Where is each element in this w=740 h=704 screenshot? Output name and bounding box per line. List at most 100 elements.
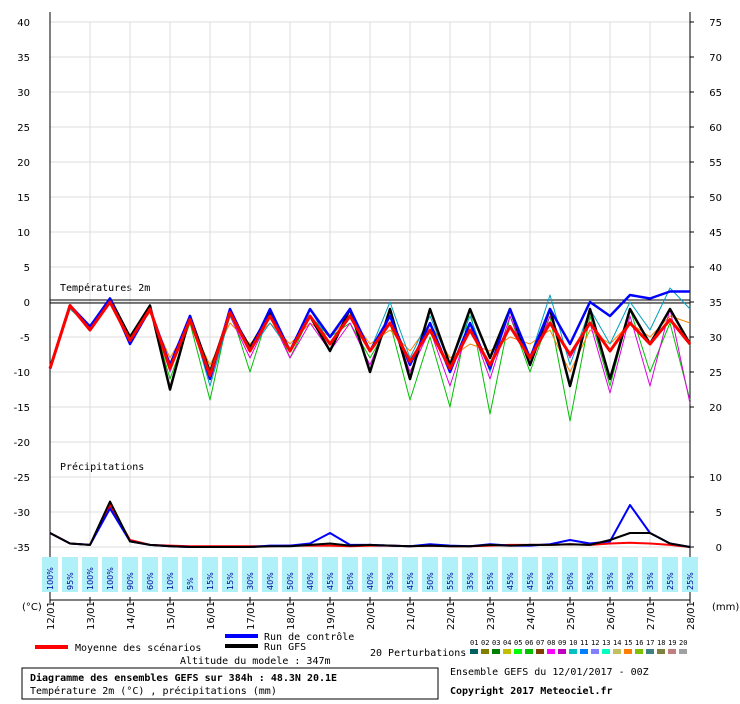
y2-tick-label: 50 [709, 193, 722, 204]
member-label: 03 [492, 639, 500, 647]
legend-label: Run GFS [264, 642, 306, 653]
member-label: 08 [547, 639, 555, 647]
probability-box [342, 557, 358, 592]
y-tick-label: 15 [17, 193, 30, 204]
probability-label: 10% [166, 572, 175, 590]
x-tick-label: 16/01 [206, 601, 217, 630]
probability-box [262, 557, 278, 592]
y-tick-label: 20 [17, 158, 30, 169]
probability-box [422, 557, 438, 592]
probability-box [302, 557, 318, 592]
member-swatch [503, 649, 511, 654]
x-tick-label: 15/01 [166, 601, 177, 630]
probability-label: 50% [426, 572, 435, 590]
member-label: 15 [624, 639, 632, 647]
x-tick-label: 26/01 [606, 601, 617, 630]
x-tick-label: 18/01 [286, 601, 297, 630]
probability-box [162, 557, 178, 592]
y2-tick-label: 0 [716, 543, 722, 554]
member-label: 10 [569, 639, 577, 647]
member-label: 07 [536, 639, 544, 647]
y-axis-label: (°C) [22, 602, 42, 613]
member-swatch [624, 649, 632, 654]
y2-tick-label: 60 [709, 123, 722, 134]
probability-label: 55% [446, 572, 455, 590]
member-label: 19 [668, 639, 676, 647]
copyright: Copyright 2017 Meteociel.fr [450, 685, 613, 697]
probability-box [602, 557, 618, 592]
probability-label: 35% [466, 572, 475, 590]
x-tick-label: 27/01 [646, 601, 657, 630]
member-swatch [602, 649, 610, 654]
probability-label: 45% [506, 572, 515, 590]
perturbations-title: 20 Perturbations [370, 648, 466, 659]
x-tick-label: 17/01 [246, 601, 257, 630]
probability-label: 50% [566, 572, 575, 590]
y2-tick-label: 65 [709, 88, 722, 99]
member-swatch [635, 649, 643, 654]
probability-box [462, 557, 478, 592]
member-label: 09 [558, 639, 566, 647]
probability-label: 100% [86, 567, 95, 590]
member-swatch [657, 649, 665, 654]
probability-box [682, 557, 698, 592]
y2-axis-label: (mm) [712, 602, 739, 613]
probability-box [142, 557, 158, 592]
y-tick-label: 0 [24, 298, 30, 309]
x-tick-label: 21/01 [406, 601, 417, 630]
probability-label: 60% [146, 572, 155, 590]
y-tick-label: -25 [14, 473, 30, 484]
member-swatch [591, 649, 599, 654]
probability-box [542, 557, 558, 592]
probability-box [282, 557, 298, 592]
probability-label: 25% [686, 572, 695, 590]
y-tick-label: -5 [20, 333, 30, 344]
probability-box [622, 557, 638, 592]
probability-label: 40% [366, 572, 375, 590]
member-label: 06 [525, 639, 533, 647]
title-box [21, 667, 439, 700]
member-swatch [525, 649, 533, 654]
probability-label: 45% [526, 572, 535, 590]
probability-box [362, 557, 378, 592]
y-tick-label: -20 [14, 438, 30, 449]
probability-box [522, 557, 538, 592]
member-label: 12 [591, 639, 599, 647]
probability-label: 40% [306, 572, 315, 590]
member-swatch [679, 649, 687, 654]
probability-box [442, 557, 458, 592]
y2-tick-label: 30 [709, 333, 722, 344]
probability-box [122, 557, 138, 592]
member-swatch [668, 649, 676, 654]
x-tick-label: 12/01 [46, 601, 57, 630]
y2-tick-label: 5 [716, 508, 722, 519]
probability-label: 25% [666, 572, 675, 590]
chart-title: Diagramme des ensembles GEFS sur 384h : … [30, 672, 337, 684]
y2-tick-label: 70 [709, 53, 722, 64]
probability-box [402, 557, 418, 592]
probability-label: 100% [106, 567, 115, 590]
probability-box [322, 557, 338, 592]
y2-tick-label: 35 [709, 298, 722, 309]
member-label: 11 [580, 639, 588, 647]
legend-label: Run de contrôle [264, 631, 354, 643]
y-tick-label: 30 [17, 88, 30, 99]
probability-label: 100% [46, 567, 55, 590]
probability-label: 55% [486, 572, 495, 590]
probability-box [222, 557, 238, 592]
x-tick-label: 22/01 [446, 601, 457, 630]
probability-label: 35% [386, 572, 395, 590]
member-swatch [470, 649, 478, 654]
member-label: 18 [657, 639, 665, 647]
member-swatch [646, 649, 654, 654]
y-tick-label: -10 [14, 368, 30, 379]
x-tick-label: 14/01 [126, 601, 137, 630]
probability-label: 90% [126, 572, 135, 590]
probability-box [182, 557, 198, 592]
precip-label: Précipitations [60, 461, 144, 473]
probability-box [502, 557, 518, 592]
member-swatch [569, 649, 577, 654]
member-label: 13 [602, 639, 610, 647]
probability-box [42, 557, 58, 592]
